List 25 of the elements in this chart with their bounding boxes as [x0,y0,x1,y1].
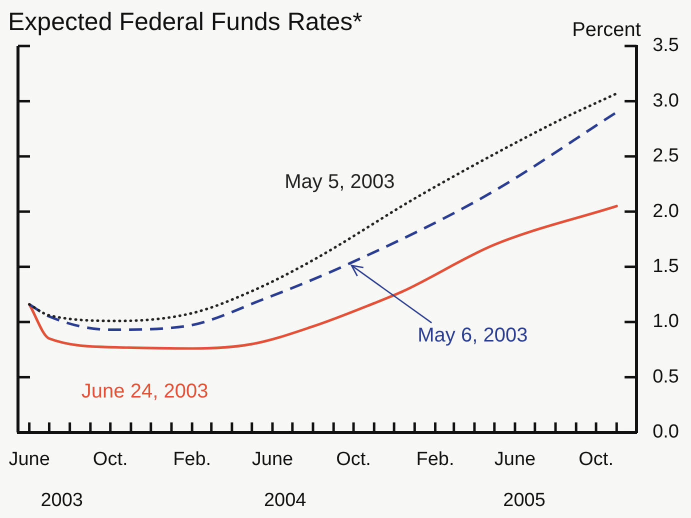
x-tick-label: Oct. [578,449,614,470]
x-tick-label: Feb. [416,449,454,470]
y-tick-label: 1.0 [652,311,680,332]
x-tick-label: Feb. [173,449,212,470]
series-label: June 24, 2003 [81,380,208,403]
series-label: May 5, 2003 [284,170,395,193]
y-tick-label: 1.5 [652,256,680,278]
x-tick-label: June [8,449,50,470]
chart-title: Expected Federal Funds Rates* [8,8,363,36]
x2-tick-label: 2005 [503,490,546,511]
x2-tick-label: 2003 [40,490,83,511]
x-tick-label: June [252,449,294,470]
x-tick-label: Oct. [92,449,128,470]
y-tick-label: 3.5 [652,35,680,56]
line-series [28,204,618,350]
y-axis-title: Percent [572,19,642,41]
y-tick-label: 0.0 [652,422,680,443]
y-tick-label: 2.0 [652,200,680,222]
y-tick-label: 0.5 [652,366,680,388]
x-tick-label: Oct. [336,449,371,470]
x2-tick-label: 2004 [264,490,307,511]
y-tick-label: 3.0 [652,90,680,112]
text: May 6, 2003 [418,324,528,346]
y-tick-label: 2.5 [652,146,680,167]
x-tick-label: June [494,449,536,470]
